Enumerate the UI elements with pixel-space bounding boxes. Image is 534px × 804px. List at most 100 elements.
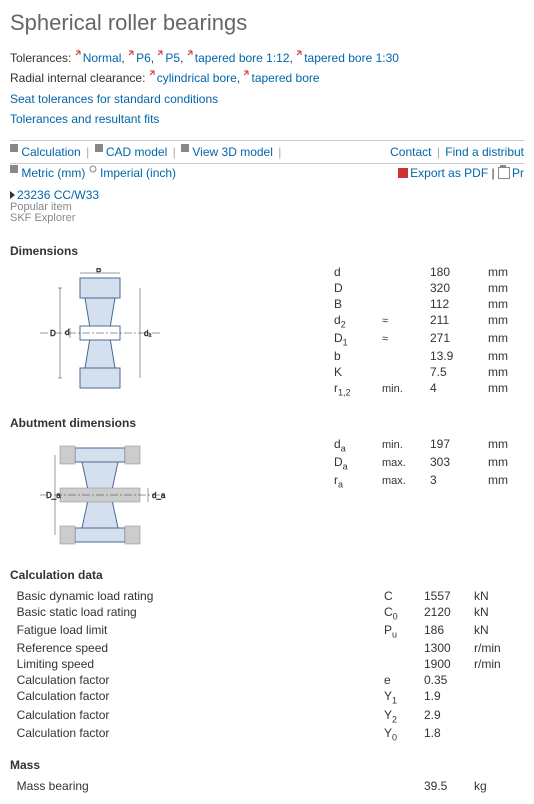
unit: mm	[484, 264, 524, 280]
calculation-link[interactable]: Calculation	[21, 145, 80, 159]
calcdata-block: Basic dynamic load ratingC1557kN Basic s…	[10, 588, 524, 744]
qualifier: ≈	[378, 312, 426, 330]
svg-text:d: d	[65, 328, 69, 337]
calc-value: 39.5	[424, 779, 474, 793]
unit: mm	[484, 364, 524, 380]
clearance-label: Radial internal clearance:	[10, 71, 145, 85]
qualifier	[378, 264, 426, 280]
link-seat-tol[interactable]: Seat tolerances for standard conditions	[10, 92, 218, 106]
value: 180	[426, 264, 484, 280]
symbol: B	[330, 296, 378, 312]
data-row: b13.9mm	[330, 348, 524, 364]
export-pdf-link[interactable]: Export as PDF	[410, 166, 488, 180]
calc-label: Calculation factor	[10, 689, 384, 705]
link-tol-fits[interactable]: Tolerances and resultant fits	[10, 112, 159, 126]
unit: mm	[484, 472, 524, 490]
view3d-icon	[181, 141, 189, 149]
calcdata-title: Calculation data	[10, 568, 524, 582]
contact-link[interactable]: Contact	[390, 145, 431, 159]
link-t112[interactable]: tapered bore 1:12	[195, 51, 290, 65]
symbol: b	[330, 348, 378, 364]
unit: mm	[484, 454, 524, 472]
data-row: B112mm	[330, 296, 524, 312]
calc-symbol: C	[384, 589, 424, 603]
calc-symbol: e	[384, 673, 424, 687]
metric-icon	[10, 162, 18, 170]
data-row: K7.5mm	[330, 364, 524, 380]
calc-row: Calculation factorY22.9	[10, 707, 524, 725]
symbol: da	[330, 436, 378, 454]
ext-link-icon	[75, 44, 83, 52]
symbol: d2	[330, 312, 378, 330]
calc-symbol: Pu	[384, 623, 424, 639]
ext-link-icon	[187, 44, 195, 52]
ext-link-icon	[296, 44, 304, 52]
metric-link[interactable]: Metric (mm)	[21, 166, 85, 180]
data-row: D1≈271mm	[330, 330, 524, 348]
calc-symbol: Y2	[384, 708, 424, 724]
calc-label: Mass bearing	[10, 779, 384, 793]
qualifier: max.	[378, 454, 426, 472]
mass-block: Mass bearing 39.5kg	[10, 778, 524, 794]
calc-unit	[474, 726, 524, 742]
data-row: d 180mm	[330, 264, 524, 280]
find-distributor-link[interactable]: Find a distribut	[445, 145, 524, 159]
calc-label: Basic static load rating	[10, 605, 384, 621]
calc-row: Calculation factore0.35	[10, 672, 524, 688]
link-p5[interactable]: P5	[165, 51, 180, 65]
value: 303	[426, 454, 484, 472]
calc-label: Fatigue load limit	[10, 623, 384, 639]
symbol: r1,2	[330, 380, 378, 398]
qualifier: max.	[378, 472, 426, 490]
calc-unit	[474, 708, 524, 724]
calc-unit: kN	[474, 623, 524, 639]
symbol: ra	[330, 472, 378, 490]
link-tap-bore[interactable]: tapered bore	[251, 71, 319, 85]
product-header: 23236 CC/W33 Popular item SKF Explorer	[10, 188, 524, 230]
calc-row: Basic dynamic load ratingC1557kN	[10, 588, 524, 604]
calc-value: 1.9	[424, 689, 474, 705]
calc-unit: r/min	[474, 641, 524, 655]
svg-text:D_a: D_a	[46, 491, 61, 500]
symbol: Da	[330, 454, 378, 472]
calc-unit: kg	[474, 779, 524, 793]
link-p6[interactable]: P6	[136, 51, 151, 65]
abutment-table: damin.197mmDamax.303mmramax.3mm	[330, 436, 524, 491]
print-link[interactable]: Pr	[512, 166, 524, 180]
value: 13.9	[426, 348, 484, 364]
link-normal[interactable]: Normal	[83, 51, 122, 65]
cad-model-link[interactable]: CAD model	[106, 145, 167, 159]
dimensions-diagram: D d d₂ B	[10, 264, 330, 402]
symbol: d	[330, 264, 378, 280]
qualifier	[378, 280, 426, 296]
link-t130[interactable]: tapered bore 1:30	[304, 51, 399, 65]
calc-row: Limiting speed1900r/min	[10, 656, 524, 672]
imperial-link[interactable]: Imperial (inch)	[100, 166, 176, 180]
calc-value: 0.35	[424, 673, 474, 687]
calc-unit: kN	[474, 605, 524, 621]
data-row: damin.197mm	[330, 436, 524, 454]
calc-row: Basic static load ratingC02120kN	[10, 604, 524, 622]
link-cyl-bore[interactable]: cylindrical bore	[157, 71, 237, 85]
calc-value: 2120	[424, 605, 474, 621]
toolbar-line2: Metric (mm) Imperial (inch) Export as PD…	[10, 164, 524, 188]
calc-value: 1.8	[424, 726, 474, 742]
ext-link-icon	[149, 64, 157, 72]
calc-unit: kN	[474, 589, 524, 603]
calc-icon	[10, 141, 18, 149]
designation-link[interactable]: 23236 CC/W33	[17, 188, 99, 202]
ext-link-icon	[157, 44, 165, 52]
calc-label: Calculation factor	[10, 726, 384, 742]
imperial-icon	[89, 162, 97, 170]
symbol: D1	[330, 330, 378, 348]
value: 320	[426, 280, 484, 296]
page-title: Spherical roller bearings	[10, 10, 524, 36]
data-row: d2≈211mm	[330, 312, 524, 330]
view-3d-link[interactable]: View 3D model	[192, 145, 272, 159]
unit: mm	[484, 280, 524, 296]
value: 211	[426, 312, 484, 330]
pdf-icon	[398, 168, 408, 178]
explorer-label: SKF Explorer	[10, 212, 75, 224]
svg-text:B: B	[96, 268, 101, 274]
data-row: Damax.303mm	[330, 454, 524, 472]
